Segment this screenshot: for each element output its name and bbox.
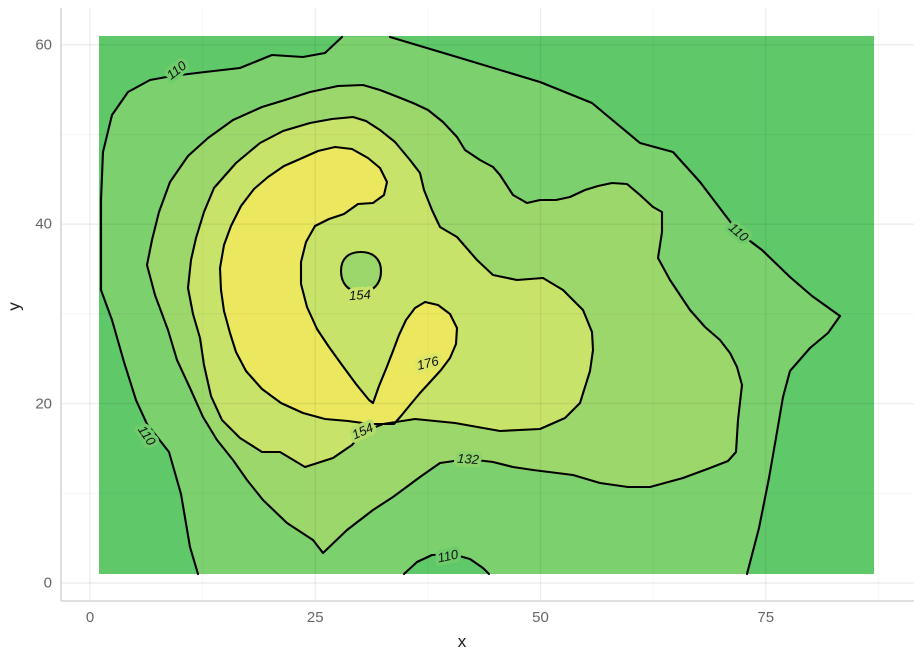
x-tick-label-25: 25 xyxy=(306,609,324,626)
contour-line-110 xyxy=(388,35,842,576)
contour-line-154 xyxy=(186,115,595,469)
x-tick-label-0: 0 xyxy=(85,609,95,626)
x-tick-label-50: 50 xyxy=(532,609,549,626)
y-axis-title: y xyxy=(4,302,24,311)
contour-label-132: 132 xyxy=(457,451,480,468)
y-tick-label-60: 60 xyxy=(35,36,52,54)
contour-line-110 xyxy=(99,35,344,576)
fill-band-5 xyxy=(220,147,457,424)
contour-line-176 xyxy=(218,145,459,426)
y-tick-label-20: 20 xyxy=(35,395,52,413)
contour-line-110 xyxy=(402,552,491,576)
fill-crater xyxy=(341,252,381,292)
x-tick-label-75: 75 xyxy=(757,609,775,626)
x-axis-title: x xyxy=(457,632,467,651)
contour-line-154 xyxy=(339,250,383,294)
contour-line-132 xyxy=(145,83,744,555)
contour-label-154: 154 xyxy=(349,287,372,303)
y-tick-label-0: 0 xyxy=(43,574,52,592)
y-tick-label-40: 40 xyxy=(35,215,52,233)
